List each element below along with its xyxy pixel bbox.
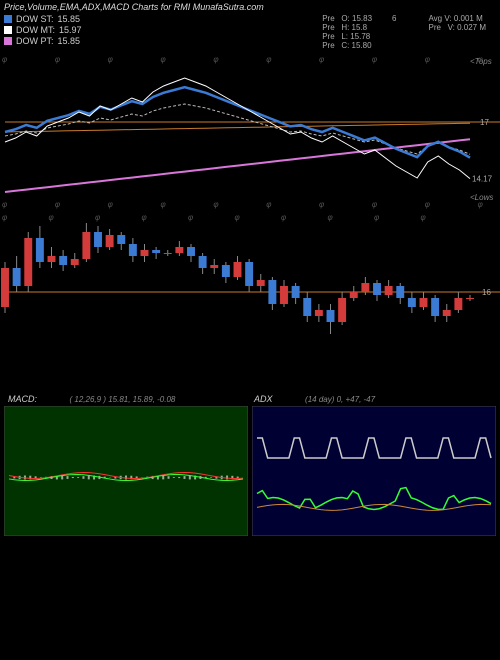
- svg-text:φ: φ: [188, 213, 193, 222]
- svg-text:φ: φ: [328, 213, 333, 222]
- svg-text:φ: φ: [95, 213, 100, 222]
- svg-text:φ: φ: [142, 213, 147, 222]
- svg-text:φ: φ: [425, 200, 430, 209]
- svg-text:φ: φ: [108, 200, 113, 209]
- svg-text:φ: φ: [2, 213, 7, 222]
- adx-label: ADX: [254, 394, 273, 404]
- svg-text:φ: φ: [281, 213, 286, 222]
- ohlc-info: Pre O: 15.83 Pre H: 15.8 Pre L: 15.78 Pr…: [322, 14, 486, 50]
- svg-text:φ: φ: [213, 55, 218, 64]
- svg-text:φ: φ: [161, 55, 166, 64]
- svg-text:φ: φ: [478, 55, 483, 64]
- svg-text:φ: φ: [425, 55, 430, 64]
- macd-panel: [4, 406, 248, 536]
- adx-params: (14 day) 0, +47, -47: [305, 395, 375, 404]
- svg-text:16: 16: [482, 288, 491, 297]
- svg-text:φ: φ: [213, 200, 218, 209]
- svg-text:φ: φ: [55, 55, 60, 64]
- svg-text:φ: φ: [108, 55, 113, 64]
- candlestick-chart: 16 φ φ φ φ φ φ φ φ φ φ: [0, 212, 500, 392]
- svg-text:φ: φ: [372, 200, 377, 209]
- svg-text:φ: φ: [2, 200, 7, 209]
- price-ema-chart: 1714.17<Tops<Lowsφφφφφφφφφφφφφφφφφφφφ: [0, 52, 500, 212]
- svg-text:φ: φ: [319, 200, 324, 209]
- svg-text:φ: φ: [421, 213, 426, 222]
- svg-text:φ: φ: [2, 55, 7, 64]
- svg-text:φ: φ: [372, 55, 377, 64]
- adx-panel: [252, 406, 496, 536]
- svg-text:φ: φ: [478, 200, 483, 209]
- svg-text:φ: φ: [161, 200, 166, 209]
- svg-text:φ: φ: [55, 200, 60, 209]
- svg-text:φ: φ: [49, 213, 54, 222]
- svg-text:φ: φ: [235, 213, 240, 222]
- dow-legend: DOW ST: 15.85 DOW MT: 15.97 DOW PT: 15.8…: [4, 14, 82, 50]
- macd-label: MACD:: [8, 394, 37, 404]
- svg-text:14.17: 14.17: [472, 175, 493, 184]
- svg-text:17: 17: [480, 118, 489, 127]
- svg-text:φ: φ: [266, 55, 271, 64]
- svg-text:φ: φ: [266, 200, 271, 209]
- macd-params: ( 12,26,9 ) 15.81, 15.89, -0.08: [70, 395, 176, 404]
- chart-title: Price,Volume,EMA,ADX,MACD Charts for RMI…: [4, 2, 496, 12]
- svg-text:φ: φ: [319, 55, 324, 64]
- svg-text:φ: φ: [374, 213, 379, 222]
